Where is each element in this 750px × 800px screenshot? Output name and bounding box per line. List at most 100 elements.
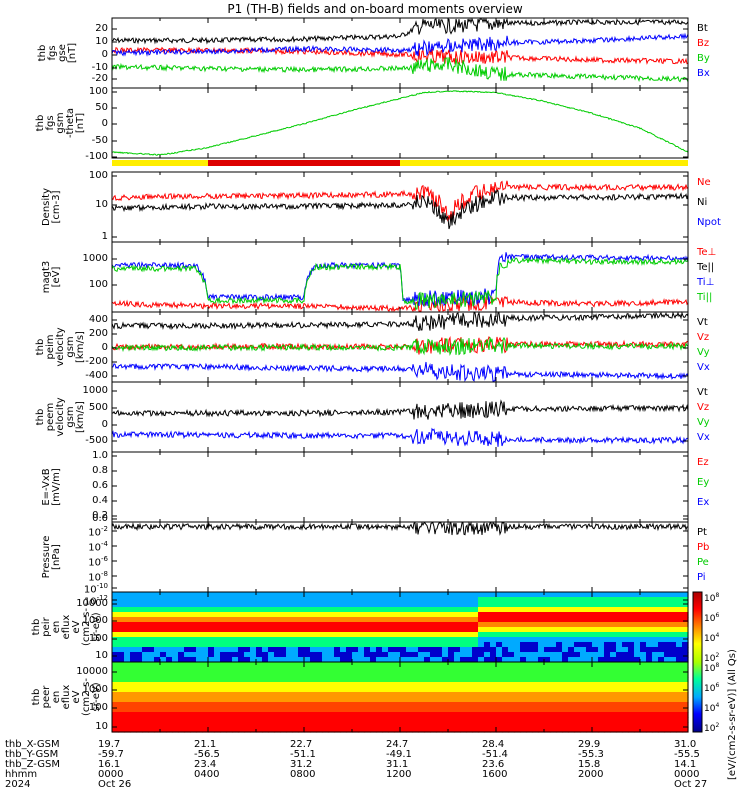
series-fgs-Bx <box>111 32 689 57</box>
axis-row-value: 0400 <box>194 769 220 780</box>
axis-row-label: 2024 <box>5 779 31 790</box>
y-tick-label: 20 <box>95 23 108 34</box>
legend-fgs-Bt: Bt <box>697 23 708 34</box>
y-tick-label: 1000 <box>82 684 108 695</box>
panel-ylabel-peem: thb peem velocity gsm [km/s] <box>35 397 86 437</box>
series-peim-Vx <box>111 361 689 383</box>
y-tick-label: 500 <box>88 402 108 413</box>
y-tick-label: 10000 <box>76 598 108 609</box>
series-fgs-Bz <box>111 46 689 66</box>
axis-row-value: 1600 <box>482 769 508 780</box>
legend-fgs-Bz: Bz <box>697 38 710 49</box>
legend-peem-Vy: Vy <box>697 417 710 428</box>
y-tick-label: 50 <box>95 102 108 113</box>
legend-pressure-Pb: Pb <box>697 542 710 553</box>
legend-temp-Ti||: Ti|| <box>697 292 713 303</box>
series-temp-Ti|| <box>111 256 689 310</box>
colorbar-tick-label: 106 <box>704 612 720 624</box>
axis-row-value: 0000 <box>674 769 700 780</box>
axis-row-value: 14.1 <box>674 759 697 770</box>
axis-row-value: 28.4 <box>482 739 505 750</box>
y-tick-label: 10-8 <box>88 570 108 584</box>
y-tick-label: 0.0 <box>92 513 108 524</box>
legend-peem-Vt: Vt <box>697 387 708 398</box>
legend-pressure-Pt: Pt <box>697 527 707 538</box>
y-tick-label: 0 <box>101 49 108 60</box>
y-tick-label: 100 <box>88 279 108 290</box>
y-tick-label: 10 <box>95 199 108 210</box>
axis-row-value: 16.1 <box>98 759 121 770</box>
axis-row-value: 31.2 <box>290 759 313 770</box>
legend-peim-Vz: Vz <box>697 332 710 343</box>
axis-row-value: 0000 <box>98 769 124 780</box>
axis-row-value: 1200 <box>386 769 412 780</box>
axis-row-value: 23.6 <box>482 759 505 770</box>
axis-row-value: 21.1 <box>194 739 217 750</box>
panel-frame-efield <box>111 451 689 523</box>
axis-row-value: 22.7 <box>290 739 313 750</box>
axis-row-value: 31.0 <box>674 739 697 750</box>
panel-frame-temp <box>111 241 689 313</box>
y-tick-label: 10-2 <box>88 525 108 539</box>
y-tick-label: -10 <box>91 62 108 73</box>
y-tick-label: 400 <box>88 314 108 325</box>
series-fgs_theta-theta <box>112 90 689 156</box>
legend-density-Npot: Npot <box>697 217 721 228</box>
axis-row-label: thb_Y-GSM <box>5 749 59 760</box>
y-tick-label: 0.6 <box>92 480 108 491</box>
panel-ylabel-temp: magt3 [eV] <box>41 260 62 294</box>
y-tick-label: 100 <box>88 702 108 713</box>
mode-bar-segment <box>400 160 496 166</box>
y-tick-label: -100 <box>85 151 108 162</box>
colorbar-tick-label: 106 <box>704 682 720 694</box>
mode-bar-segment <box>208 160 400 166</box>
axis-row-value: -51.1 <box>290 749 316 760</box>
legend-peim-Vy: Vy <box>697 347 710 358</box>
legend-fgs-Bx: Bx <box>697 68 710 79</box>
series-density-Ne <box>111 180 689 222</box>
axis-row-label: thb_Z-GSM <box>5 759 60 770</box>
legend-efield-Ez: Ez <box>697 457 709 468</box>
y-tick-label: 0.8 <box>92 465 108 476</box>
axis-row-value: -56.5 <box>194 749 220 760</box>
chart-title: P1 (TH-B) fields and on-board moments ov… <box>227 2 523 16</box>
colorbar-tick-label: 108 <box>704 662 720 674</box>
y-tick-label: -50 <box>91 135 108 146</box>
series-peim-Vt <box>111 311 689 332</box>
colorbar-tick-label: 108 <box>704 592 720 604</box>
y-tick-label: 0 <box>101 419 108 430</box>
spectrogram-peer <box>112 662 689 733</box>
axis-row-value: 2000 <box>578 769 604 780</box>
y-tick-label: 100 <box>88 170 108 181</box>
panel-ylabel-fgs: thb fgs gse [nT] <box>37 42 78 64</box>
y-tick-label: 1 <box>101 231 108 242</box>
colorbar-tick-label: 102 <box>704 722 720 734</box>
axis-row-label: thb_X-GSM <box>5 739 60 750</box>
legend-fgs-By: By <box>697 53 710 64</box>
y-tick-label: 10 <box>95 721 108 732</box>
legend-pressure-Pe: Pe <box>697 557 709 568</box>
legend-density-Ni: Ni <box>697 197 708 208</box>
axis-row-value: -49.1 <box>386 749 412 760</box>
axis-row-value: 29.9 <box>578 739 601 750</box>
panel-ylabel-efield: E=-VxB [mV/m] <box>41 468 62 506</box>
y-tick-label: 0 <box>101 342 108 353</box>
mode-bar-segment <box>496 160 688 166</box>
colorbar-title: [eV/(cm2-s-sr-eV)] (All Qs) <box>727 649 738 780</box>
legend-temp-Ti⊥: Ti⊥ <box>697 277 715 288</box>
y-tick-label: 1000 <box>82 615 108 626</box>
colorbar-tick-label: 102 <box>704 652 720 664</box>
legend-peem-Vx: Vx <box>697 432 710 443</box>
series-density-Ni <box>111 189 689 230</box>
legend-density-Ne: Ne <box>697 177 711 188</box>
legend-efield-Ey: Ey <box>697 477 710 488</box>
axis-row-value: 31.1 <box>386 759 409 770</box>
panel-ylabel-peim: thb peim velocity gsm [km/s] <box>35 327 86 367</box>
series-peem-Vx <box>111 427 689 447</box>
y-tick-label: -20 <box>91 73 108 84</box>
series-fgs-By <box>111 57 689 83</box>
mode-bar-segment <box>112 160 208 166</box>
legend-efield-Ex: Ex <box>697 497 710 508</box>
series-peem-Vt <box>112 399 689 420</box>
colorbar-tick-label: 104 <box>704 632 720 644</box>
